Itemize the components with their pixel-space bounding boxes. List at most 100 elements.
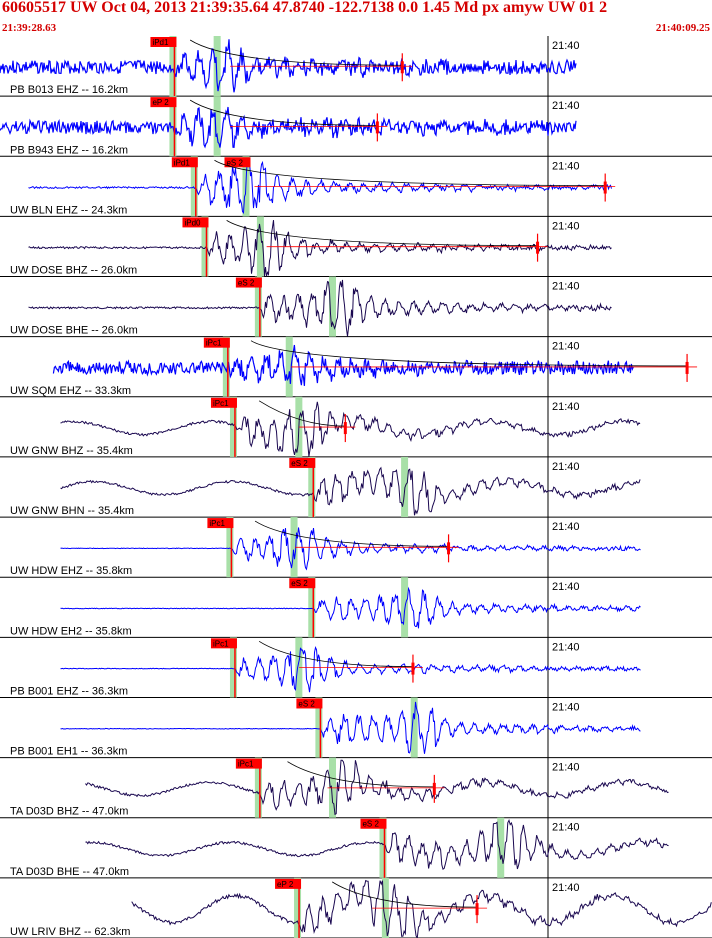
s-window — [213, 36, 221, 97]
time-tick-label: 21:40 — [552, 822, 580, 834]
time-tick-label: 21:40 — [552, 762, 580, 774]
trace-row: 21:40 iPc1 UW SQM EHZ -- 33.3km — [0, 336, 712, 398]
station-label: UW GNW BHN -- 35.4km — [10, 505, 134, 517]
s-window — [497, 817, 505, 878]
waveform — [0, 39, 577, 93]
time-tick-label: 21:40 — [552, 281, 580, 293]
pick-label: iPd0 — [184, 218, 201, 227]
s-window — [213, 96, 221, 157]
pick-label: iPd1 — [174, 158, 191, 167]
waveform — [85, 819, 669, 871]
duration-marker-box — [400, 61, 404, 74]
trace-row: 21:40 eP 2 PB B943 EHZ -- 16.2km — [0, 96, 712, 157]
waveform — [85, 759, 669, 816]
station-label: PB B943 EHZ -- 16.2km — [10, 144, 128, 156]
coda-curve — [331, 881, 478, 908]
start-time-label: 21:39:28.63 — [2, 22, 57, 34]
time-tick-label: 21:40 — [552, 701, 580, 713]
trace-row: 21:40 iPd1 eS 2 UW BLN EHZ -- 24.3km — [0, 156, 712, 217]
trace-row: 21:40 iPc1 UW HDW EHZ -- 35.8km — [0, 517, 712, 578]
p-window — [190, 156, 198, 217]
time-tick-label: 21:40 — [552, 40, 580, 52]
pick-label-box — [171, 157, 198, 168]
p-window — [294, 877, 302, 938]
time-tick-label: 21:40 — [552, 160, 580, 172]
pick-label-box — [210, 397, 237, 408]
coda-curve — [189, 39, 403, 66]
p-window — [229, 637, 237, 698]
station-label: UW GNW BHZ -- 35.4km — [10, 445, 133, 457]
pick-label-box — [289, 457, 316, 468]
pick-label: iPc1 — [213, 399, 229, 408]
duration-marker-box — [432, 782, 436, 795]
p-window — [308, 577, 316, 638]
station-label: UW HDW EHZ -- 35.8km — [10, 565, 132, 577]
time-tick-label: 21:40 — [552, 401, 580, 413]
s-window — [295, 637, 303, 698]
station-label: UW LRIV BHZ -- 62.3km — [10, 926, 130, 938]
seismogram-plot: 21:40 iPd1 PB B013 EHZ -- 16.2km 21:40 eP 2 P… — [0, 36, 712, 938]
time-tick-label: 21:40 — [552, 521, 580, 533]
time-tick-label: 21:40 — [552, 882, 580, 894]
trace-row: 21:40 eS 2 PB B001 EH1 -- 36.3km — [0, 697, 712, 759]
station-label: UW DOSE BHE -- 26.0km — [10, 325, 138, 337]
station-label: PB B013 EHZ -- 16.2km — [10, 84, 128, 96]
coda-curve — [254, 520, 449, 547]
pick-label-box — [182, 217, 209, 228]
waveform — [60, 466, 641, 516]
duration-marker-box — [343, 422, 347, 435]
s-window — [285, 336, 293, 397]
waveform — [28, 220, 612, 277]
coda-curve — [226, 220, 538, 247]
seismogram-panel: 21:40 iPd1 PB B013 EHZ -- 16.2km 21:40 eP 2 P… — [0, 36, 712, 938]
secondary-pick-label: eS 2 — [226, 158, 243, 167]
trace-row: 21:40 eS 2 UW DOSE BHE -- 26.0km — [0, 276, 712, 338]
time-tick-label: 21:40 — [552, 341, 580, 353]
s-window — [256, 216, 264, 277]
s-window — [410, 697, 418, 758]
pick-label-box — [150, 37, 177, 47]
pick-label-box — [210, 638, 237, 649]
trace-row: 21:40 iPc1 UW GNW BHZ -- 35.4km — [0, 396, 712, 458]
trace-row: 21:40 iPc1 PB B001 EHZ -- 36.3km — [0, 637, 712, 698]
pick-label-box — [235, 758, 262, 769]
station-label: PB B001 EH1 -- 36.3km — [10, 746, 127, 758]
station-label: PB B001 EHZ -- 36.3km — [10, 685, 128, 697]
duration-marker-box — [685, 361, 689, 374]
trace-row: 21:40 iPc1 TA D03D BHZ -- 47.0km — [0, 757, 712, 819]
end-time-label: 21:40:09.25 — [655, 22, 710, 34]
pick-label-box — [296, 698, 323, 709]
pick-label: iPc1 — [238, 760, 254, 769]
time-tick-label: 21:40 — [552, 100, 580, 112]
station-label: TA D03D BHZ -- 47.0km — [10, 806, 128, 818]
coda-curve — [189, 99, 378, 126]
waveform — [60, 527, 641, 571]
station-label: UW HDW EH2 -- 35.8km — [10, 625, 132, 637]
trace-row: 21:40 iPd0 UW DOSE BHZ -- 26.0km — [0, 216, 712, 278]
coda-curve — [287, 761, 435, 788]
time-tick-label: 21:40 — [552, 220, 580, 232]
station-label: UW SQM EHZ -- 33.3km — [10, 385, 131, 397]
pick-label: eP 2 — [277, 880, 294, 889]
waveform — [60, 701, 641, 754]
event-header: 60605517 UW Oct 04, 2013 21:39:35.64 47.… — [0, 0, 712, 36]
coda-curve — [214, 159, 606, 186]
waveform — [0, 106, 577, 149]
p-window — [229, 396, 237, 457]
waveform — [28, 158, 612, 215]
secondary-pick-box — [224, 157, 251, 168]
pick-label-box — [235, 277, 262, 288]
event-title: 60605517 UW Oct 04, 2013 21:39:35.64 47.… — [2, 0, 608, 16]
waveform — [52, 344, 634, 386]
s-window — [290, 517, 298, 578]
p-window — [315, 697, 323, 758]
duration-marker-box — [411, 662, 415, 675]
pick-label: eS 2 — [291, 459, 308, 468]
coda-curve — [258, 640, 413, 668]
waveform — [28, 279, 612, 337]
pick-label-box — [289, 578, 316, 589]
pick-label: iPc1 — [209, 519, 225, 528]
pick-label: eS 2 — [291, 579, 308, 588]
pick-label: iPc1 — [213, 639, 229, 648]
station-label: UW BLN EHZ -- 24.3km — [10, 204, 127, 216]
